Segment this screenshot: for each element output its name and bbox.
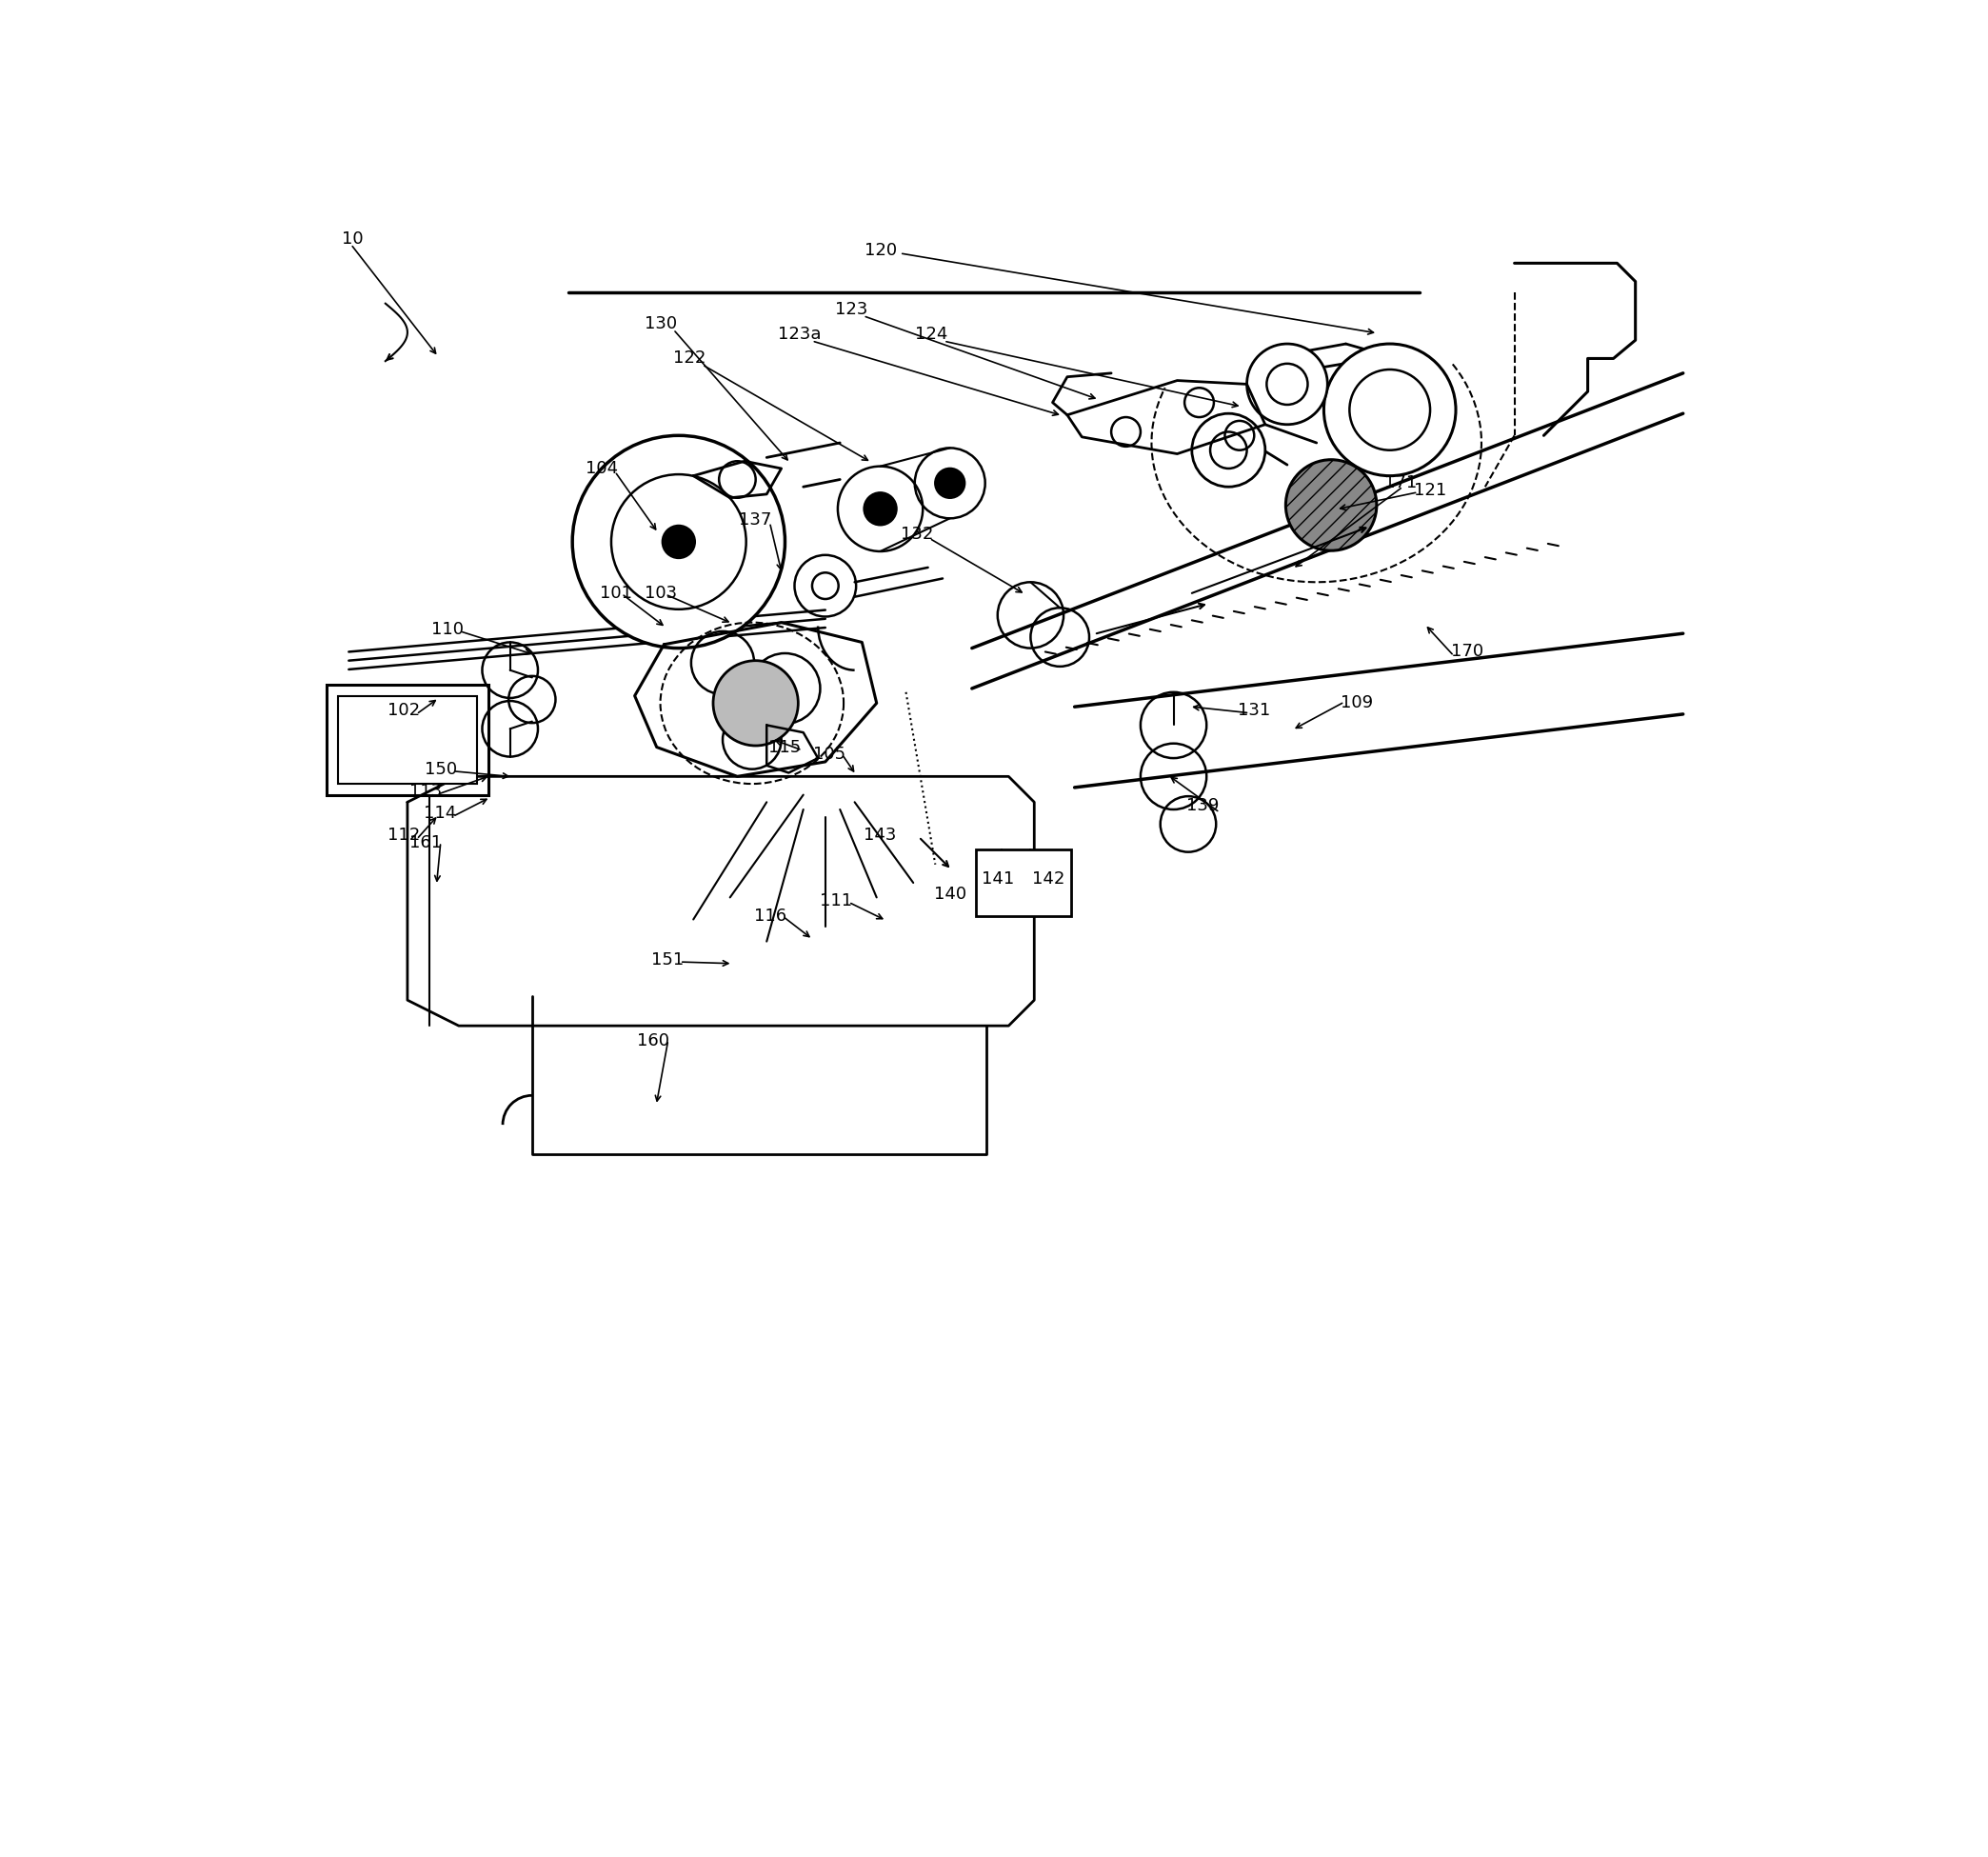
Text: 115: 115 (769, 739, 801, 756)
FancyBboxPatch shape (326, 685, 489, 795)
Circle shape (714, 661, 797, 747)
Text: 151: 151 (652, 951, 684, 967)
Circle shape (1324, 344, 1455, 475)
Text: 105: 105 (813, 747, 845, 763)
Circle shape (1193, 414, 1264, 487)
Text: 130: 130 (644, 316, 676, 332)
Text: 121: 121 (1413, 483, 1447, 500)
FancyBboxPatch shape (976, 851, 1072, 916)
Text: 104: 104 (584, 461, 618, 477)
Text: 131: 131 (1239, 702, 1270, 719)
Text: 161: 161 (410, 834, 441, 851)
Text: 160: 160 (636, 1032, 670, 1049)
Text: 143: 143 (865, 826, 897, 843)
Text: 141: 141 (982, 871, 1014, 888)
Text: 103: 103 (644, 585, 676, 602)
Text: 111: 111 (821, 893, 853, 910)
Text: 120: 120 (865, 241, 897, 260)
Circle shape (1246, 344, 1328, 425)
Text: 114: 114 (423, 804, 457, 821)
Text: 101: 101 (600, 585, 632, 602)
Text: 171: 171 (1384, 475, 1417, 492)
Text: 112: 112 (388, 826, 419, 843)
Circle shape (573, 436, 785, 648)
Text: 10: 10 (342, 230, 364, 247)
Text: 150: 150 (423, 761, 457, 778)
Text: 102: 102 (388, 702, 419, 719)
Circle shape (934, 468, 964, 498)
Text: 123a: 123a (777, 325, 821, 344)
Text: 139: 139 (1187, 797, 1219, 815)
FancyBboxPatch shape (338, 696, 477, 784)
Text: 137: 137 (740, 511, 771, 529)
Text: 123: 123 (835, 301, 867, 318)
Text: 116: 116 (753, 908, 787, 925)
Text: 170: 170 (1451, 643, 1483, 661)
Text: 109: 109 (1340, 695, 1374, 711)
Text: 124: 124 (914, 325, 948, 344)
Text: 140: 140 (934, 886, 966, 903)
Circle shape (1286, 461, 1376, 552)
Text: 110: 110 (431, 622, 463, 639)
Text: 132: 132 (901, 526, 932, 542)
Text: 122: 122 (674, 349, 706, 368)
Text: 142: 142 (1032, 871, 1066, 888)
Circle shape (865, 492, 897, 526)
Circle shape (662, 526, 696, 557)
Text: 113: 113 (410, 782, 441, 800)
